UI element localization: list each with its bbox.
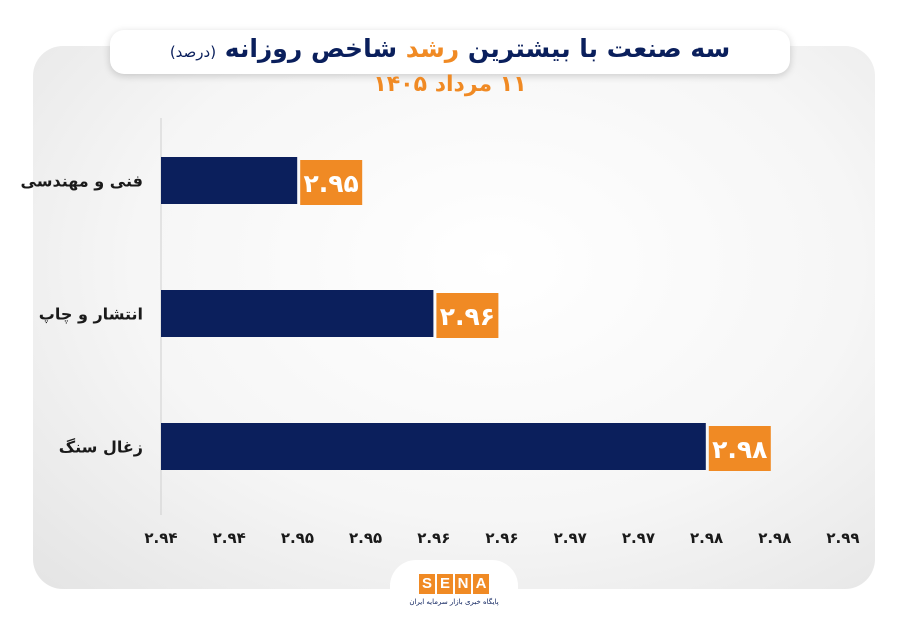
bar-value-label-bg bbox=[436, 293, 499, 338]
x-tick-label: ۲.۹۴ bbox=[144, 529, 177, 547]
logo-tagline: پایگاه خبری بازار سرمایه ایران bbox=[409, 598, 499, 606]
logo-tab bbox=[390, 560, 518, 623]
category-label: فنی و مهندسی bbox=[21, 172, 143, 191]
logo-letter: S bbox=[419, 574, 435, 594]
title-part1: سه صنعت با بیشترین bbox=[467, 34, 731, 63]
chart-subtitle: ۱۱ مرداد ۱۴۰۵ bbox=[373, 72, 527, 97]
x-tick-label: ۲.۹۵ bbox=[349, 529, 382, 547]
chart-title: سه صنعت با بیشترین رشد شاخص روزانه (درصد… bbox=[110, 34, 790, 63]
x-tick-label: ۲.۹۷ bbox=[622, 529, 655, 547]
category-label: زغال سنگ bbox=[59, 438, 143, 457]
x-tick-label: ۲.۹۶ bbox=[485, 529, 518, 547]
x-tick-label: ۲.۹۹ bbox=[826, 529, 859, 547]
logo-letter: A bbox=[473, 574, 489, 594]
x-tick-label: ۲.۹۵ bbox=[281, 529, 314, 547]
x-tick-label: ۲.۹۸ bbox=[758, 529, 791, 547]
x-tick-label: ۲.۹۷ bbox=[554, 529, 587, 547]
bar-value-label: ۲.۹۸ bbox=[712, 435, 767, 464]
title-unit: (درصد) bbox=[169, 43, 217, 61]
logo-letter: N bbox=[455, 574, 471, 594]
bar bbox=[161, 423, 706, 470]
logo-letter: E bbox=[437, 574, 453, 594]
title-part2: شاخص روزانه bbox=[224, 34, 398, 63]
x-tick-label: ۲.۹۴ bbox=[213, 529, 246, 547]
title-highlight: رشد bbox=[405, 34, 460, 63]
bar-value-label-bg bbox=[708, 426, 771, 471]
x-tick-label: ۲.۹۶ bbox=[417, 529, 450, 547]
x-tick-label: ۲.۹۸ bbox=[690, 529, 723, 547]
category-label: انتشار و چاپ bbox=[39, 305, 143, 325]
sena-logo: S E N A bbox=[419, 574, 489, 594]
title-box: سه صنعت با بیشترین رشد شاخص روزانه (درصد… bbox=[110, 30, 790, 74]
bar-value-label-bg bbox=[300, 160, 363, 205]
bar bbox=[161, 290, 434, 337]
x-ticks-group: ۲.۹۴ ۲.۹۴ ۲.۹۵ ۲.۹۵ ۲.۹۶ ۲.۹۶ ۲.۹۷ ۲.۹۷ ۲.۹۸ ۲.۹۸… bbox=[144, 529, 859, 547]
bars-group: ۲.۹۵ فنی و مهندسی ۲.۹۶ انتشار و چاپ ۲.۹۸ زغال… bbox=[21, 157, 771, 471]
bar bbox=[161, 157, 298, 204]
bar-value-label: ۲.۹۶ bbox=[440, 302, 495, 331]
bar-value-label: ۲.۹۵ bbox=[304, 169, 359, 198]
